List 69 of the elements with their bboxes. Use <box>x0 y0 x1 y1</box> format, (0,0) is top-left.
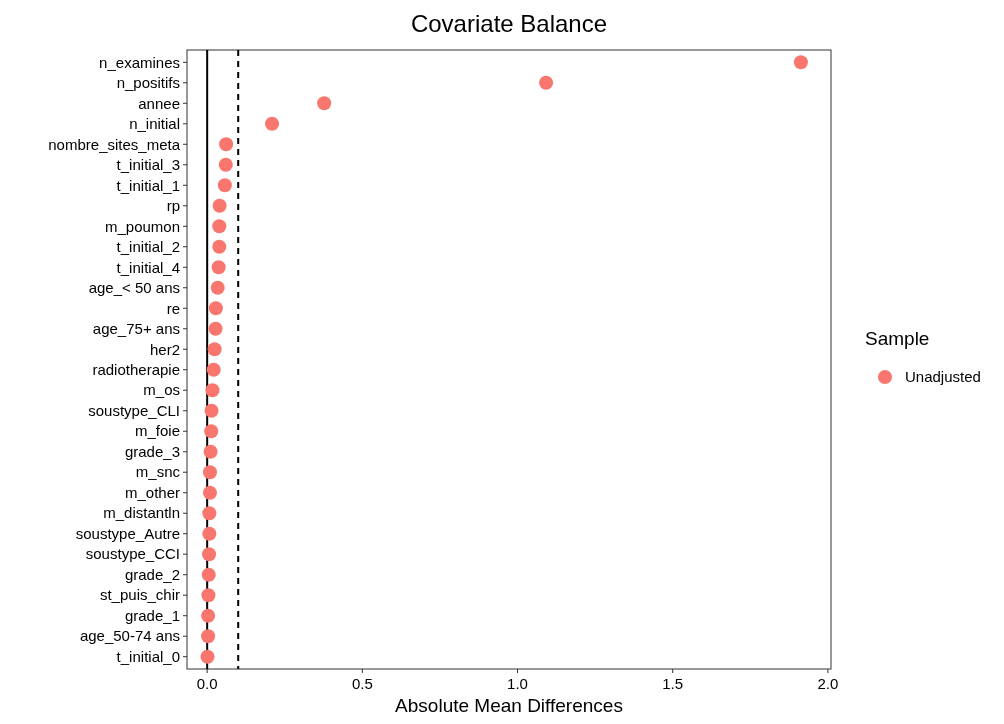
point <box>205 383 220 398</box>
x-tick-label: 2.0 <box>817 675 839 692</box>
point <box>202 485 217 500</box>
y-tick-label: grade_1 <box>124 606 180 624</box>
y-tick-label: m_other <box>124 483 180 501</box>
point <box>317 96 332 111</box>
point <box>202 465 217 480</box>
y-tick-label: t_initial_0 <box>116 647 180 665</box>
legend-title: Sample <box>865 328 930 349</box>
y-tick-label: soustype_CLI <box>88 401 180 419</box>
y-tick-label: soustype_Autre <box>75 524 180 542</box>
point <box>212 239 227 254</box>
y-tick-label: t_initial_3 <box>116 156 180 174</box>
y-tick-label: n_positifs <box>116 74 180 92</box>
y-tick-label: t_initial_2 <box>116 238 180 256</box>
point <box>208 301 223 316</box>
x-tick-label: 0.0 <box>196 675 218 692</box>
y-tick-label: m_os <box>143 381 180 399</box>
point <box>204 424 219 439</box>
point <box>539 75 554 90</box>
point <box>202 506 217 521</box>
y-tick-label: re <box>166 299 180 317</box>
point <box>265 116 280 131</box>
y-tick-label: n_examines <box>99 53 180 71</box>
point <box>203 444 218 459</box>
point <box>219 137 234 152</box>
point <box>202 526 217 541</box>
point <box>201 608 216 623</box>
point <box>200 649 215 664</box>
x-axis-title: Absolute Mean Differences <box>395 695 623 716</box>
y-tick-label: age_50-74 ans <box>79 627 180 645</box>
legend-label: Unadjusted <box>905 368 981 386</box>
y-tick-label: grade_3 <box>124 442 180 460</box>
y-tick-label: m_foie <box>134 422 180 440</box>
y-tick-label: rp <box>166 197 180 215</box>
y-tick-label: age_< 50 ans <box>88 279 180 297</box>
y-tick-label: nombre_sites_meta <box>48 135 181 153</box>
point <box>201 588 216 603</box>
y-tick-label: t_initial_1 <box>116 176 180 194</box>
point <box>212 198 227 213</box>
point <box>202 547 217 562</box>
y-tick-label: st_puis_chir <box>99 586 180 604</box>
y-tick-label: radiotherapie <box>92 361 180 378</box>
point <box>206 362 221 377</box>
y-tick-label: age_75+ ans <box>92 320 180 337</box>
point <box>201 629 216 644</box>
point <box>212 219 227 234</box>
y-tick-label: soustype_CCI <box>85 545 180 563</box>
y-tick-label: n_initial <box>129 115 180 133</box>
y-tick-label: m_poumon <box>104 217 180 235</box>
point <box>208 321 223 336</box>
chart-title: Covariate Balance <box>410 10 608 37</box>
y-tick-label: m_distantln <box>103 504 180 522</box>
point <box>211 260 226 275</box>
point <box>204 403 219 418</box>
point <box>210 280 225 295</box>
point <box>218 157 233 172</box>
point <box>793 55 808 70</box>
y-tick-label: grade_2 <box>124 565 180 583</box>
x-tick-label: 0.5 <box>351 675 373 692</box>
x-tick-label: 1.0 <box>507 675 528 692</box>
point <box>201 567 216 582</box>
y-tick-label: her2 <box>149 340 180 358</box>
x-tick-label: 1.5 <box>662 675 684 692</box>
point <box>207 342 222 357</box>
point <box>217 178 232 193</box>
y-tick-label: t_initial_4 <box>116 258 180 276</box>
y-tick-label: m_snc <box>135 463 181 481</box>
y-tick-label: annee <box>138 94 180 112</box>
